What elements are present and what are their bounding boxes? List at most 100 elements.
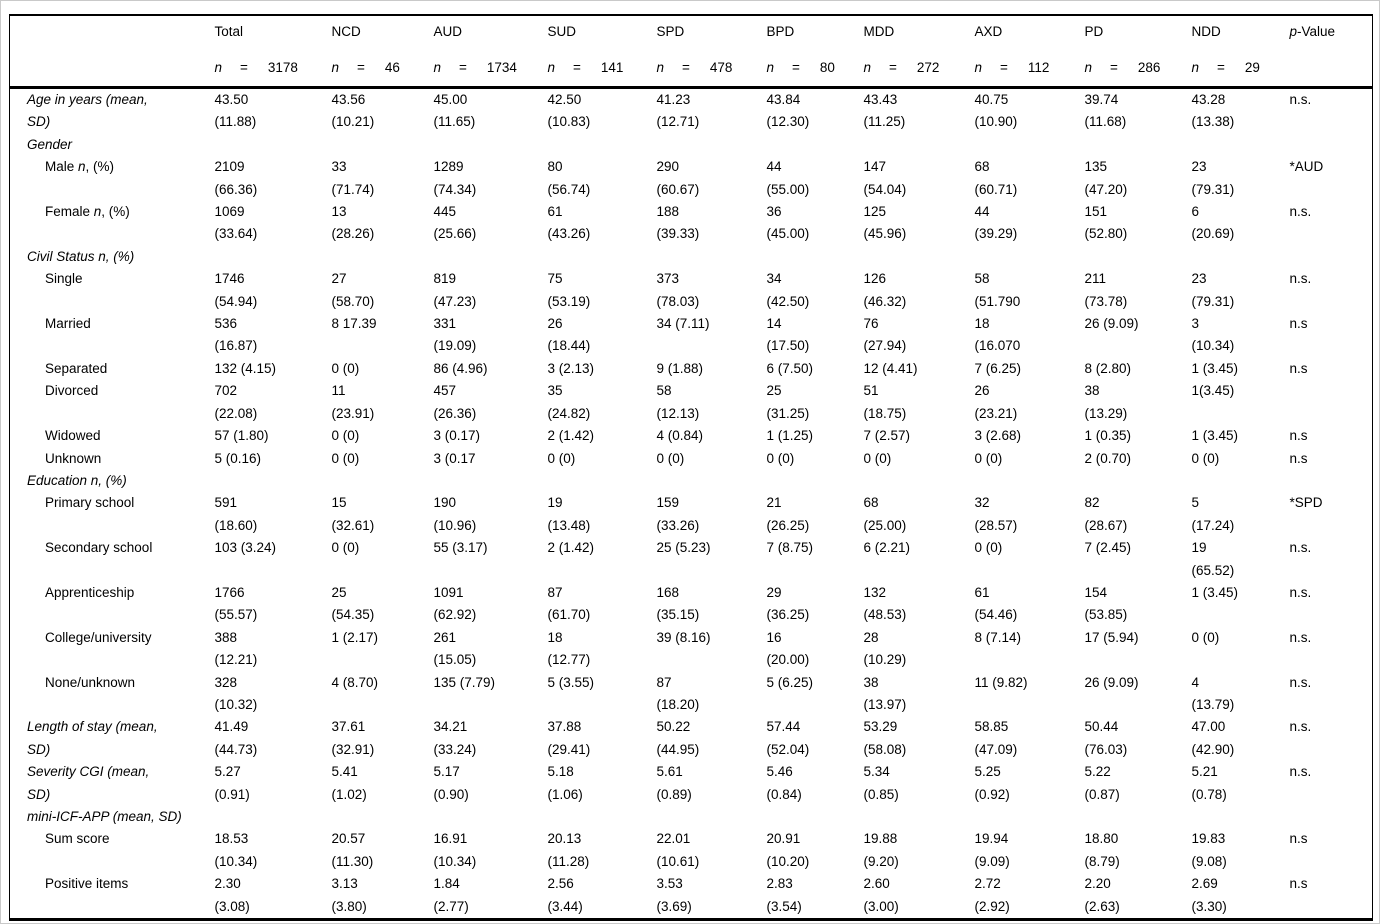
column-header-pd: PD xyxy=(1084,24,1104,39)
data-cell: 6 (2.21) xyxy=(863,540,911,556)
data-cell xyxy=(767,246,864,268)
data-cell xyxy=(975,134,1085,156)
sample-size-mdd: n = 272 xyxy=(863,60,940,75)
data-cell: 373 (78.03) xyxy=(656,271,700,309)
data-cell: 43.28 (13.38) xyxy=(1191,92,1235,130)
data-cell: 2 (0.70) xyxy=(1084,450,1132,466)
data-cell: 43.84 (12.30) xyxy=(766,92,810,130)
data-cell: 2.72 (2.92) xyxy=(974,876,1010,914)
table-row: Separated 132 (4.15) 0 (0) 86 (4.96) 3 (2.13… xyxy=(10,358,1373,380)
row-label: mini-ICF-APP (mean, SD) xyxy=(27,809,182,824)
p-value-cell: n.s. xyxy=(1289,204,1312,220)
data-cell: 18 (16.070 xyxy=(974,316,1021,354)
data-cell: 68 (60.71) xyxy=(974,159,1018,197)
data-cell: 1 (3.45) xyxy=(1191,428,1239,444)
data-cell: 57.44 (52.04) xyxy=(766,719,810,757)
data-cell: 50.44 (76.03) xyxy=(1084,719,1128,757)
data-cell: 135 (47.20) xyxy=(1084,159,1128,197)
data-cell: 58 (12.13) xyxy=(656,383,700,421)
data-cell: 5.17 (0.90) xyxy=(433,764,469,802)
data-cell: 5.41 (1.02) xyxy=(331,764,367,802)
data-cell: 19.88 (9.20) xyxy=(863,831,899,869)
table-header: Total NCD AUD SUD SPD BPD MDD AXD PD NDD p-Value n… xyxy=(9,15,1373,88)
p-value-cell xyxy=(1290,806,1373,828)
data-cell: 42.50 (10.83) xyxy=(547,92,591,130)
sample-size-axd: n = 112 xyxy=(974,60,1050,75)
data-cell: 36 (45.00) xyxy=(766,204,810,242)
data-cell: 61 (54.46) xyxy=(974,584,1018,623)
row-label: Secondary school xyxy=(45,540,153,556)
column-header-ncd: NCD xyxy=(331,24,361,39)
data-cell xyxy=(657,246,767,268)
sample-size-empty xyxy=(10,59,215,88)
data-cell xyxy=(975,470,1085,492)
data-cell xyxy=(215,246,332,268)
sample-size-total: n = 3178 xyxy=(214,60,298,75)
sample-size-ncd: n = 46 xyxy=(331,60,400,75)
data-cell: 2.69 (3.30) xyxy=(1191,876,1227,914)
data-cell: 8 (7.14) xyxy=(974,629,1022,645)
data-cell: 536 (16.87) xyxy=(214,316,258,354)
data-cell xyxy=(864,246,975,268)
data-cell: 44 (55.00) xyxy=(766,159,810,197)
data-cell: 5.21 (0.78) xyxy=(1191,764,1227,802)
data-cell: 5 (0.16) xyxy=(214,450,262,466)
table-row: Positive items 2.30 (3.08) 3.13 (3.80) 1.84… xyxy=(10,873,1373,919)
data-cell: 3 (2.68) xyxy=(974,428,1022,444)
data-cell xyxy=(1085,246,1192,268)
data-cell: 34 (7.11) xyxy=(656,316,710,332)
data-cell: 7 (8.75) xyxy=(766,540,814,556)
data-cell: 21 (26.25) xyxy=(766,495,810,533)
data-cell: 82 (28.67) xyxy=(1084,495,1128,533)
table-row: Primary school 591 (18.60) 15 (32.61) 190 (… xyxy=(10,492,1373,537)
p-value-cell xyxy=(1290,134,1373,156)
data-cell: 5.25 (0.92) xyxy=(974,764,1010,802)
data-cell: 12 (4.41) xyxy=(863,360,918,376)
data-cell: 37.61 (32.91) xyxy=(331,719,375,757)
row-label: Education n, (%) xyxy=(27,472,127,488)
table-row: None/unknown 328 (10.32) 4 (8.70) 135 (7.79… xyxy=(10,672,1373,717)
data-cell: 290 (60.67) xyxy=(656,159,700,197)
data-cell: 5 (6.25) xyxy=(766,674,814,690)
data-cell: 13 (28.26) xyxy=(331,204,375,242)
row-label: Female n, (%) xyxy=(45,204,130,220)
data-cell: 18.53 (10.34) xyxy=(214,831,258,869)
row-label: Separated xyxy=(45,360,108,376)
data-cell: 26 (23.21) xyxy=(974,383,1018,421)
data-cell: 47.00 (42.90) xyxy=(1191,719,1235,757)
data-cell: 1.84 (2.77) xyxy=(433,876,469,914)
column-header-pvalue: p-Value xyxy=(1289,24,1336,39)
data-cell: 41.23 (12.71) xyxy=(656,92,700,130)
data-cell: 147 (54.04) xyxy=(863,159,907,197)
data-cell: 76 (27.94) xyxy=(863,316,907,354)
data-cell: 43.50 (11.88) xyxy=(214,92,257,130)
data-cell xyxy=(1192,134,1290,156)
data-cell: 37.88 (29.41) xyxy=(547,719,591,757)
data-cell: 0 (0) xyxy=(331,450,360,466)
p-value-cell: n.s. xyxy=(1289,540,1312,556)
data-cell xyxy=(548,470,657,492)
data-cell: 0 (0) xyxy=(766,450,795,466)
data-cell xyxy=(1085,806,1192,828)
data-cell: 445 (25.66) xyxy=(433,204,477,242)
row-label: Gender xyxy=(27,136,73,152)
column-header-mdd: MDD xyxy=(863,24,895,39)
data-cell: 19.83 (9.08) xyxy=(1191,831,1227,869)
data-cell: 87 (61.70) xyxy=(547,584,591,623)
demographics-table: Total NCD AUD SUD SPD BPD MDD AXD PD NDD p-Value n… xyxy=(9,14,1373,922)
data-cell: 87 (18.20) xyxy=(656,674,700,712)
table-row: Education n, (%) xyxy=(10,470,1373,492)
data-cell xyxy=(767,134,864,156)
data-cell: 154 (53.85) xyxy=(1084,584,1128,623)
data-cell: 45.00 (11.65) xyxy=(433,92,476,130)
sample-size-empty xyxy=(1290,59,1373,88)
data-cell: 819 (47.23) xyxy=(433,271,477,309)
data-cell: 7 (2.45) xyxy=(1084,540,1132,556)
data-cell: 57 (1.80) xyxy=(214,428,269,444)
data-cell xyxy=(864,470,975,492)
data-cell: 11 (23.91) xyxy=(331,383,375,421)
data-cell: 41.49 (44.73) xyxy=(214,719,258,757)
data-cell: 1069 (33.64) xyxy=(214,204,258,242)
data-cell: 25 (54.35) xyxy=(331,584,375,623)
